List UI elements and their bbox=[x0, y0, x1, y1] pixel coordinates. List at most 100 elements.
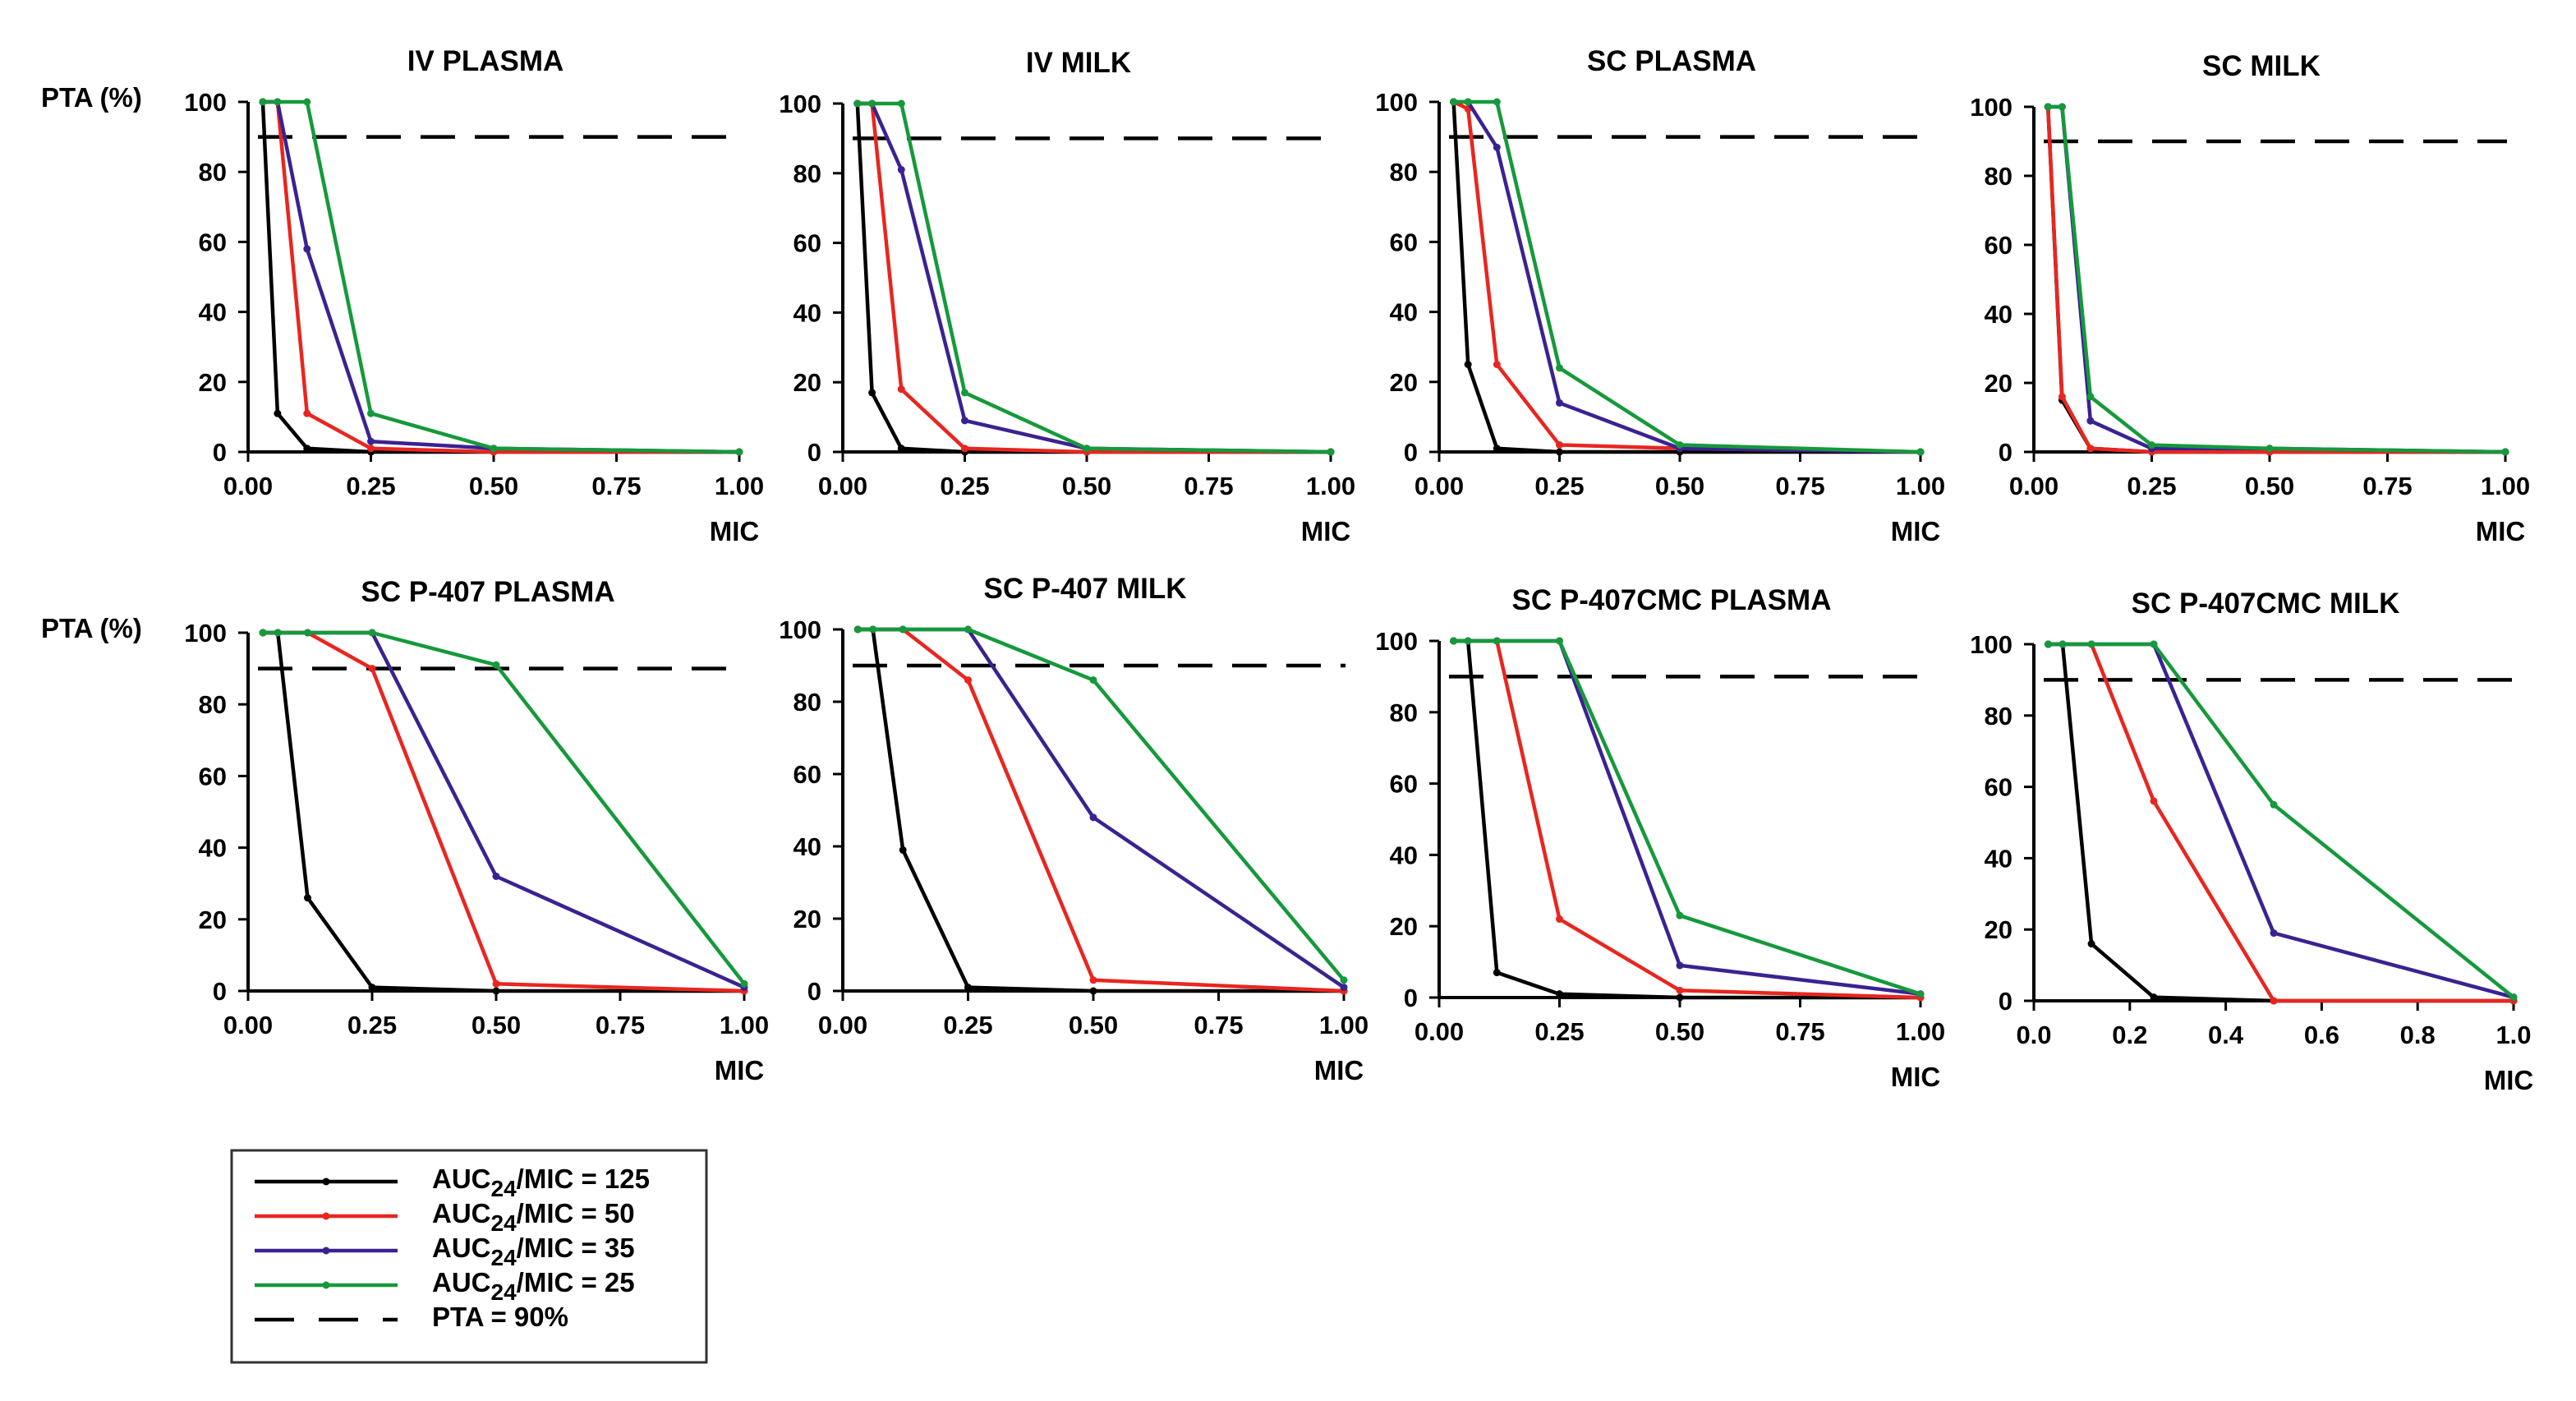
x-tick-label: 0.25 bbox=[940, 472, 989, 500]
x-tick-label: 0.50 bbox=[1062, 472, 1111, 500]
chart-title: IV PLASMA bbox=[407, 45, 564, 77]
legend-label-3: AUC24/MIC = 35 bbox=[432, 1233, 635, 1270]
legend-label-5: PTA = 90% bbox=[432, 1302, 568, 1332]
data-point bbox=[961, 417, 968, 425]
x-tick-label: 0.75 bbox=[596, 1011, 645, 1039]
x-tick-label: 0.00 bbox=[818, 1011, 867, 1039]
data-point bbox=[1676, 961, 1684, 970]
legend-label-4: AUC24/MIC = 25 bbox=[432, 1267, 635, 1305]
y-tick-label: 60 bbox=[794, 229, 821, 258]
x-tick-label: 0.50 bbox=[1655, 1017, 1704, 1046]
chart-panel-6: SC P-407 MILK 0 20 40 60 80 100 0.00 0.25 0.50 0.7… bbox=[779, 573, 1368, 1085]
chart-title: SC P-407CMC MILK bbox=[2132, 588, 2400, 620]
y-tick-label: 0 bbox=[1404, 984, 1418, 1012]
data-point bbox=[274, 409, 282, 417]
chart-title: SC P-407 PLASMA bbox=[361, 576, 614, 608]
data-point bbox=[2270, 929, 2278, 938]
data-point bbox=[259, 629, 267, 637]
y-tick-label: 80 bbox=[794, 159, 821, 188]
data-point bbox=[2086, 393, 2095, 401]
legend-label-suffix: /MIC = 125 bbox=[517, 1164, 650, 1194]
data-point bbox=[303, 98, 311, 106]
legend-label-prefix: PTA = 90% bbox=[432, 1302, 568, 1332]
legend-label-subscript: 24 bbox=[491, 1245, 518, 1270]
y-tick-label: 20 bbox=[1390, 912, 1418, 941]
y-tick-label: 40 bbox=[199, 298, 227, 327]
data-point bbox=[2058, 640, 2067, 648]
y-tick-label: 60 bbox=[199, 762, 227, 790]
data-point bbox=[368, 629, 376, 637]
x-tick-label: 1.00 bbox=[1896, 472, 1945, 500]
legend-label-suffix: /MIC = 35 bbox=[517, 1233, 635, 1263]
y-axis-label: PTA (%) bbox=[41, 613, 142, 643]
y-tick-label: 100 bbox=[1970, 93, 2012, 122]
data-point bbox=[259, 98, 267, 106]
series-line-1 bbox=[1451, 101, 1920, 454]
y-tick-label: 40 bbox=[1390, 298, 1418, 327]
data-point bbox=[2086, 445, 2095, 453]
data-point bbox=[2270, 800, 2278, 809]
data-point bbox=[2150, 797, 2158, 805]
x-tick-label: 0.50 bbox=[1069, 1011, 1118, 1039]
x-tick-label: 0.4 bbox=[2208, 1021, 2244, 1049]
data-point bbox=[1556, 637, 1563, 645]
x-tick-label: 0.00 bbox=[1414, 472, 1464, 500]
data-point bbox=[368, 665, 376, 673]
data-point bbox=[1676, 993, 1684, 1002]
series-line-3 bbox=[857, 101, 1332, 454]
y-tick-label: 20 bbox=[794, 368, 821, 397]
series-line-4 bbox=[858, 627, 1346, 982]
series-line-3 bbox=[1453, 638, 1921, 996]
y-tick-label: 100 bbox=[184, 88, 227, 117]
x-tick-label: 0.00 bbox=[223, 1011, 273, 1039]
y-tick-label: 80 bbox=[199, 690, 227, 719]
data-point bbox=[303, 445, 311, 453]
data-point bbox=[492, 661, 500, 669]
y-tick-label: 40 bbox=[1985, 844, 2012, 873]
x-tick-label: 0.00 bbox=[2009, 472, 2058, 500]
chart-panel-5: SC P-407 PLASMA 0 20 40 60 80 100 0.00 0.25 0.50 0… bbox=[41, 576, 769, 1085]
data-point bbox=[1676, 986, 1684, 994]
y-tick-label: 40 bbox=[199, 834, 227, 863]
y-tick-label: 80 bbox=[1985, 162, 2012, 191]
series-line-1 bbox=[260, 101, 739, 454]
data-point bbox=[1493, 637, 1501, 645]
y-tick-label: 20 bbox=[1985, 369, 2012, 398]
data-point bbox=[2058, 393, 2066, 401]
y-tick-label: 20 bbox=[1985, 915, 2012, 944]
data-point bbox=[964, 625, 972, 634]
data-point bbox=[2087, 940, 2095, 948]
x-tick-label: 0.2 bbox=[2112, 1021, 2147, 1049]
data-point bbox=[1450, 98, 1458, 106]
chart-title: SC P-407 MILK bbox=[984, 573, 1187, 605]
series-line-1 bbox=[263, 630, 744, 993]
data-point bbox=[961, 389, 968, 397]
y-tick-label: 60 bbox=[1985, 231, 2012, 260]
data-point bbox=[303, 629, 311, 637]
x-axis-label: MIC bbox=[1891, 1062, 1941, 1092]
x-axis-label: MIC bbox=[715, 1055, 765, 1085]
x-tick-label: 0.25 bbox=[1534, 1017, 1584, 1046]
data-point bbox=[964, 984, 972, 992]
legend-label-prefix: AUC bbox=[432, 1267, 491, 1297]
data-point bbox=[1556, 440, 1563, 449]
data-point bbox=[1340, 976, 1348, 984]
data-point bbox=[897, 445, 905, 453]
x-tick-label: 0.00 bbox=[223, 472, 273, 500]
data-point bbox=[899, 846, 907, 854]
y-tick-label: 100 bbox=[779, 90, 821, 118]
data-point bbox=[1493, 445, 1501, 453]
x-tick-label: 0.25 bbox=[943, 1011, 992, 1039]
y-tick-label: 60 bbox=[199, 228, 227, 256]
x-tick-label: 0.8 bbox=[2400, 1021, 2436, 1049]
data-point bbox=[492, 987, 500, 995]
data-point bbox=[2058, 103, 2066, 111]
legend-label-prefix: AUC bbox=[432, 1198, 491, 1228]
series-line-4 bbox=[263, 630, 746, 985]
y-tick-label: 80 bbox=[794, 688, 821, 717]
y-tick-label: 60 bbox=[1985, 773, 2012, 802]
y-tick-label: 0 bbox=[1999, 987, 2012, 1016]
legend-label-subscript: 24 bbox=[491, 1210, 518, 1236]
